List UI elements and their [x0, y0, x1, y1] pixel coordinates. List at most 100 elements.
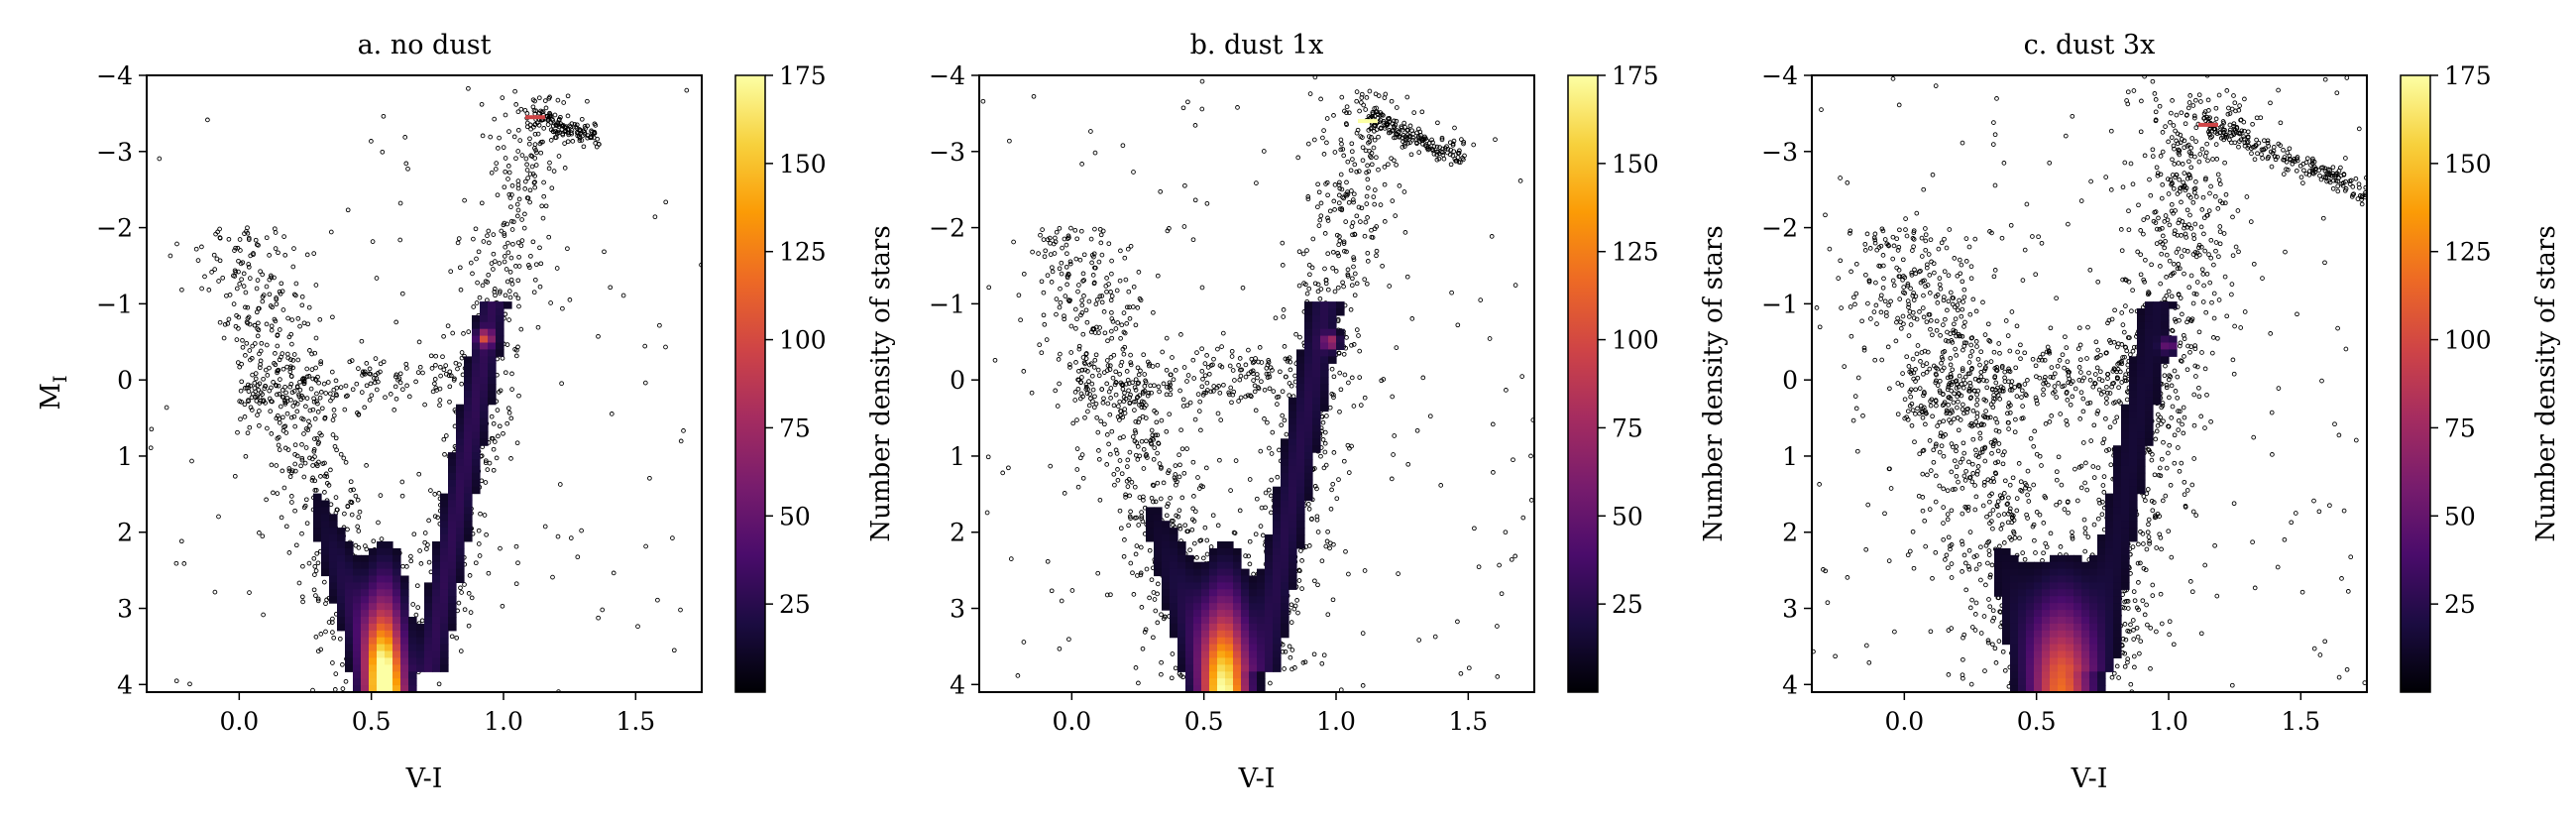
scatter-point: [1833, 653, 1838, 659]
scatter-point: [2046, 382, 2051, 388]
density-cell: [1281, 514, 1289, 522]
scatter-point: [1966, 386, 1972, 392]
density-cell: [1170, 603, 1178, 611]
scatter-point: [1323, 543, 1329, 549]
scatter-point: [1082, 361, 1088, 367]
density-cell: [1162, 596, 1171, 604]
scatter-point: [1172, 475, 1177, 481]
scatter-point: [489, 261, 495, 266]
scatter-point: [505, 240, 510, 246]
scatter-point: [1336, 192, 1342, 198]
density-cell: [1185, 644, 1194, 652]
scatter-point: [1327, 208, 1333, 214]
density-cell: [1241, 657, 1250, 665]
scatter-point: [1890, 76, 1896, 81]
scatter-point: [512, 346, 517, 352]
scatter-point: [1895, 381, 1901, 386]
scatter-point: [1148, 383, 1153, 389]
scatter-point: [1062, 236, 1067, 242]
scatter-point: [1984, 385, 1990, 391]
density-cell: [440, 561, 449, 570]
scatter-point: [1986, 597, 1991, 602]
scatter-point: [1990, 508, 1996, 513]
scatter-point: [1952, 458, 1958, 464]
density-cell: [337, 534, 346, 542]
scatter-point: [2078, 390, 2084, 396]
scatter-point: [500, 603, 505, 609]
density-cell: [400, 650, 409, 658]
scatter-point: [448, 269, 454, 275]
density-cell: [1241, 603, 1250, 611]
scatter-point: [1155, 480, 1161, 486]
scatter-point: [1344, 335, 1349, 340]
density-cell: [1288, 486, 1297, 495]
scatter-point: [532, 174, 537, 178]
scatter-point: [267, 292, 273, 297]
scatter-point: [422, 539, 428, 545]
scatter-point: [1842, 364, 1848, 369]
scatter-point: [292, 508, 297, 514]
scatter-point: [1950, 379, 1956, 385]
scatter-point: [367, 398, 373, 403]
scatter-point: [517, 138, 523, 143]
scatter-point: [1122, 255, 1128, 261]
scatter-point: [1119, 322, 1125, 328]
scatter-point: [314, 391, 319, 397]
scatter-point: [1330, 249, 1336, 255]
scatter-point: [1176, 523, 1182, 529]
density-cell: [456, 431, 465, 439]
scatter-point: [248, 253, 254, 259]
density-cell: [1241, 582, 1250, 590]
scatter-point: [1103, 284, 1109, 289]
scatter-point: [1176, 508, 1182, 514]
x-tick-label: 1.0: [1316, 707, 1356, 736]
density-cell: [361, 650, 370, 658]
scatter-point: [1229, 354, 1235, 359]
density-cell: [1281, 438, 1289, 446]
scatter-point: [1115, 467, 1120, 472]
scatter-point: [405, 166, 410, 172]
scatter-point: [1300, 660, 1306, 665]
scatter-point: [343, 383, 349, 389]
scatter-point: [2103, 175, 2109, 179]
density-cell: [1225, 630, 1234, 639]
scatter-point: [1060, 245, 1064, 251]
scatter-point: [1107, 451, 1113, 457]
scatter-point: [1142, 630, 1148, 635]
scatter-point: [338, 451, 344, 457]
scatter-point: [2172, 368, 2178, 374]
scatter-point: [1176, 474, 1182, 480]
density-cell: [1304, 301, 1313, 309]
scatter-point: [1139, 399, 1145, 405]
scatter-point: [1331, 450, 1337, 455]
density-cell: [408, 671, 417, 679]
colorbar-b-frame: [1567, 74, 1599, 693]
scatter-point: [1328, 506, 1334, 512]
scatter-point: [1120, 143, 1126, 149]
scatter-point: [2259, 152, 2264, 157]
density-cell: [337, 554, 346, 563]
density-cell: [1154, 568, 1163, 577]
scatter-point: [478, 511, 483, 517]
scatter-point: [393, 319, 399, 325]
scatter-point: [1057, 225, 1063, 231]
density-cell: [1170, 617, 1178, 625]
density-cell: [400, 685, 409, 692]
scatter-point: [1985, 640, 1991, 646]
density-cell: [496, 301, 504, 309]
density-cell: [1185, 554, 1194, 563]
density-cell: [488, 314, 497, 323]
scatter-point: [280, 468, 285, 474]
scatter-point: [330, 616, 335, 622]
scatter-point: [1282, 417, 1288, 423]
scatter-point: [1049, 280, 1055, 285]
scatter-point: [1159, 417, 1165, 423]
scatter-point: [1852, 301, 1857, 307]
scatter-point: [1090, 387, 1096, 393]
scatter-point: [1981, 422, 1986, 427]
density-cell: [313, 514, 322, 522]
scatter-point: [1458, 670, 1464, 676]
scatter-point: [1322, 429, 1328, 435]
scatter-point: [1927, 291, 1933, 295]
scatter-point: [243, 453, 249, 459]
